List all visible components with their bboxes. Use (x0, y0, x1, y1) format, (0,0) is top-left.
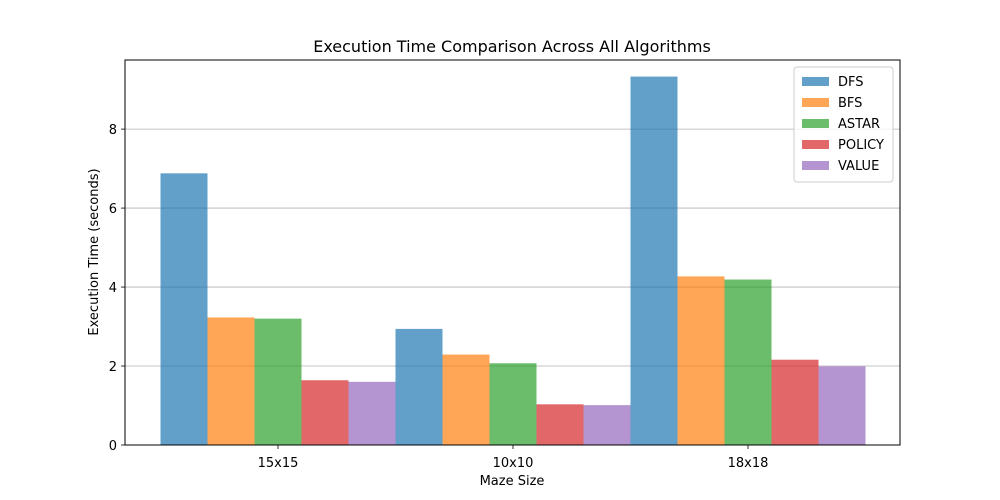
x-axis-title: Maze Size (480, 474, 545, 489)
chart-title: Execution Time Comparison Across All Alg… (313, 37, 711, 56)
bar-astar-10x10 (489, 363, 537, 445)
legend-swatch-policy (802, 140, 829, 149)
y-axis-title: Execution Time (seconds) (87, 168, 102, 335)
bar-policy-18x18 (771, 359, 819, 445)
y-tick-label-2: 4 (109, 281, 117, 296)
legend-swatch-value (802, 161, 829, 170)
plot-frame (124, 59, 901, 446)
y-tick-label-1: 2 (109, 360, 117, 375)
bar-policy-15x15 (301, 380, 349, 445)
bar-bfs-15x15 (207, 317, 255, 445)
y-tick-label-0: 0 (109, 439, 117, 454)
legend-label-policy: POLICY (838, 138, 884, 153)
bar-dfs-18x18 (630, 76, 678, 445)
y-tick-label-3: 6 (109, 202, 117, 217)
legend: DFS BFS ASTAR POLICY VALUE (793, 66, 894, 183)
bar-bfs-18x18 (677, 276, 725, 445)
legend-label-value: VALUE (838, 159, 879, 174)
bar-dfs-15x15 (160, 173, 208, 446)
x-tick-label-2: 18x18 (728, 456, 769, 471)
bar-value-18x18 (818, 366, 866, 445)
bar-policy-10x10 (536, 404, 584, 445)
legend-swatch-bfs (802, 98, 829, 107)
bar-value-15x15 (348, 381, 396, 445)
bars-layer (160, 76, 866, 446)
legend-swatch-dfs (802, 77, 829, 86)
bar-bfs-10x10 (442, 354, 490, 445)
x-tick-label-0: 15x15 (258, 456, 299, 471)
legend-swatch-astar (802, 119, 829, 128)
bar-astar-15x15 (254, 318, 302, 445)
legend-label-dfs: DFS (838, 75, 864, 90)
legend-box (793, 66, 894, 183)
ticks-layer: 0 2 4 6 8 15x15 10x10 18x18 (109, 123, 769, 471)
bar-dfs-10x10 (395, 328, 443, 445)
bar-value-10x10 (583, 405, 631, 445)
bar-astar-18x18 (724, 279, 772, 445)
x-tick-label-1: 10x10 (493, 456, 534, 471)
legend-label-bfs: BFS (838, 96, 862, 111)
axes-layer (124, 59, 901, 446)
y-tick-label-4: 8 (109, 123, 117, 138)
legend-label-astar: ASTAR (838, 117, 880, 132)
